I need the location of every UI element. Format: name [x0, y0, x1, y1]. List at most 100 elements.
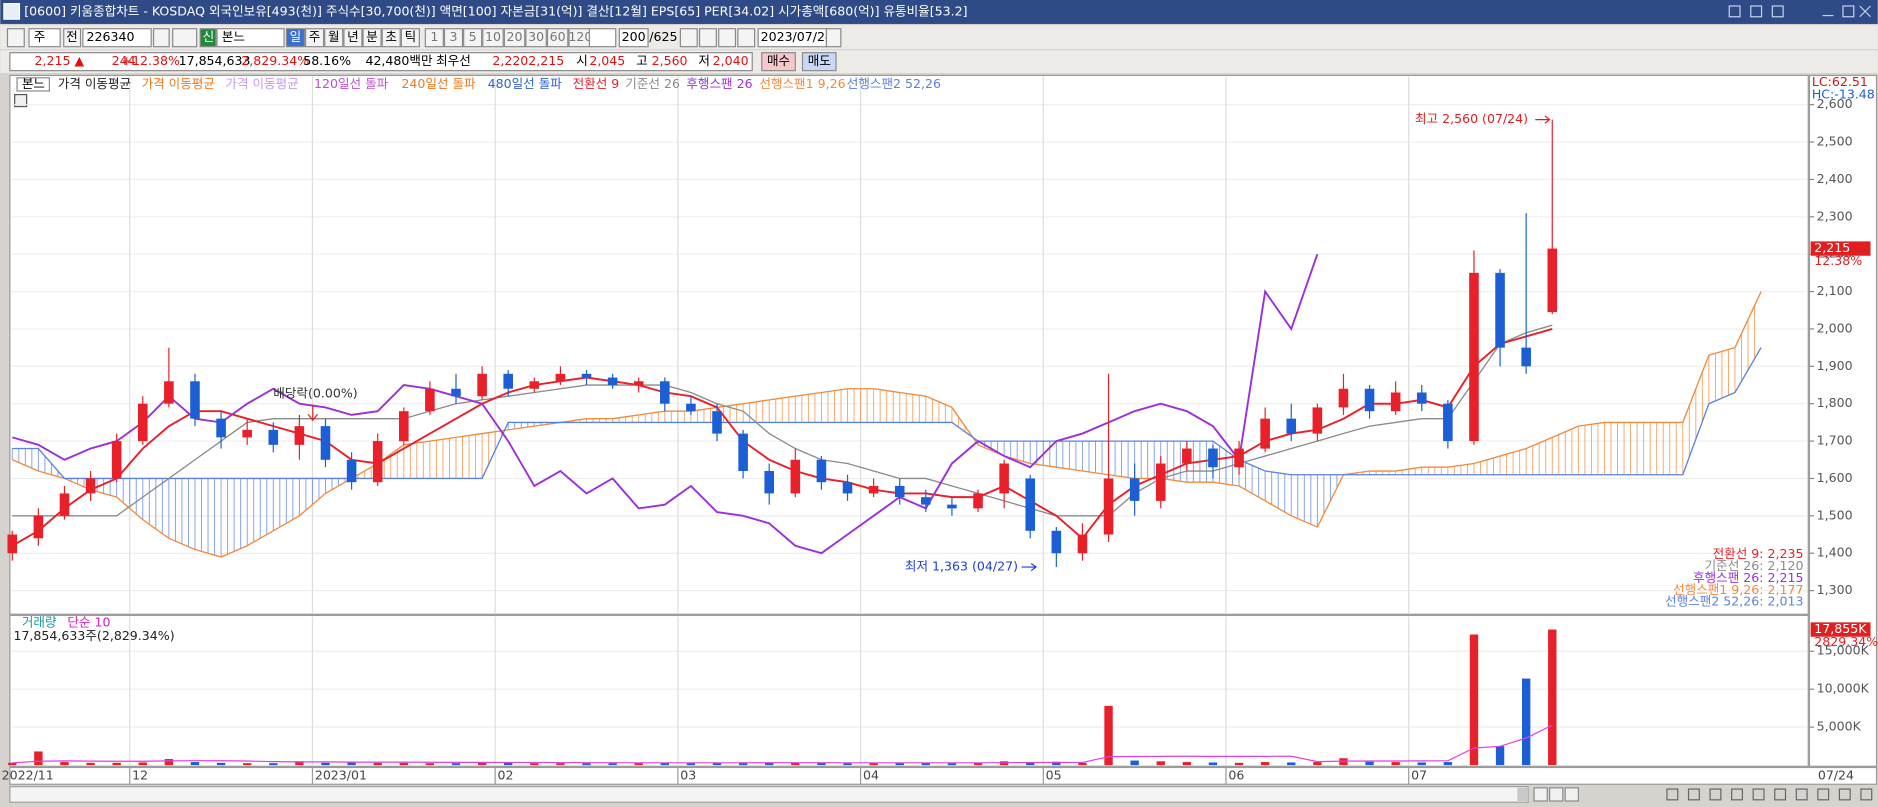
volume-bar — [1208, 762, 1218, 766]
candle-body — [1129, 478, 1140, 501]
zoom-tool[interactable] — [1795, 788, 1808, 801]
legend-item: 가격 이동평균 — [58, 76, 131, 91]
maximize[interactable] — [1842, 5, 1855, 18]
zoom-tool[interactable] — [1709, 788, 1722, 801]
y-tick-label: 1,600 — [1817, 470, 1853, 485]
candle-body — [816, 459, 827, 483]
sound-button[interactable] — [172, 28, 198, 48]
zoom-tool[interactable] — [1731, 788, 1744, 801]
y-tick-label: 2,100 — [1817, 283, 1853, 298]
zoom-tool[interactable] — [1838, 788, 1851, 801]
candle-body — [790, 459, 801, 494]
volume-bar — [269, 763, 278, 766]
interval-button[interactable] — [381, 28, 401, 48]
candle-body — [712, 411, 722, 434]
candle-body — [1208, 448, 1218, 468]
prev-button[interactable] — [63, 28, 82, 48]
minute: 10 — [485, 29, 501, 44]
last-value-label: 선행스팬1 9,26: 2,177 — [1673, 582, 1803, 597]
volume-bar — [138, 762, 147, 766]
zoom-tool[interactable] — [1687, 788, 1700, 801]
nav-button[interactable] — [1533, 787, 1548, 802]
sell-button[interactable] — [801, 52, 837, 72]
search-button[interactable] — [152, 28, 170, 48]
close[interactable] — [1859, 5, 1871, 18]
scrollbar[interactable] — [9, 786, 1529, 803]
legend-item: 가격 이동평균 — [225, 76, 298, 91]
code-input[interactable] — [82, 28, 152, 48]
unit-select[interactable] — [588, 28, 617, 48]
volume-bar — [1365, 761, 1374, 766]
minute-button[interactable] — [424, 28, 444, 48]
volume-bar — [321, 762, 330, 766]
scroll-thumb[interactable] — [1517, 787, 1529, 802]
volume-bar — [8, 762, 17, 766]
tool-button[interactable] — [698, 28, 717, 48]
control[interactable] — [1750, 5, 1763, 18]
current-volume-box — [1810, 622, 1871, 637]
interval-button[interactable] — [343, 28, 363, 48]
minute-button[interactable] — [482, 28, 504, 48]
high-arrow — [1535, 115, 1551, 124]
zoom-tool[interactable] — [1817, 788, 1830, 801]
candle-body — [190, 381, 200, 419]
calendar-button[interactable] — [825, 28, 842, 48]
zoom-tool[interactable] — [1774, 788, 1787, 801]
volume-bar — [921, 762, 931, 766]
zoom-tool[interactable] — [1666, 788, 1679, 801]
buy-button[interactable] — [761, 52, 796, 72]
y-tick-label: 1,800 — [1817, 395, 1853, 410]
volume-bar — [112, 762, 121, 766]
volume-bar — [686, 763, 696, 766]
tool-button[interactable] — [718, 28, 737, 48]
volume-panel — [9, 614, 1809, 767]
volume-bar — [1417, 762, 1426, 766]
indicator-line — [12, 324, 1553, 517]
minute-button[interactable] — [503, 28, 526, 48]
volume-bar — [399, 762, 408, 766]
title-bar — [0, 0, 1878, 24]
zoom-tool[interactable] — [1752, 788, 1765, 801]
volume-bar — [869, 763, 878, 766]
volume-bar — [1234, 762, 1244, 766]
info-value: 저 — [698, 53, 710, 68]
nav-button[interactable] — [1564, 787, 1579, 802]
volume-bar — [1521, 678, 1531, 766]
volume-bar — [190, 762, 200, 766]
tool-button[interactable] — [679, 28, 698, 48]
stock-name: 본느 — [222, 29, 245, 44]
control[interactable] — [1771, 5, 1784, 18]
low-arrow — [1021, 562, 1037, 572]
count-input[interactable] — [618, 28, 649, 48]
table-icon[interactable] — [14, 93, 28, 108]
x-axis-area — [9, 766, 1878, 785]
tool-button[interactable] — [737, 28, 756, 48]
y-tick-label: 1,900 — [1817, 358, 1853, 373]
period-select[interactable] — [28, 28, 61, 48]
interval-button[interactable] — [305, 28, 325, 48]
y-tick-label: 2,300 — [1817, 208, 1853, 223]
volume-bar — [973, 762, 983, 766]
current-volume: 17,855K — [1814, 621, 1867, 636]
interval-button[interactable] — [362, 28, 382, 48]
minute-button[interactable] — [525, 28, 547, 48]
x-tick-label: 05 — [1046, 767, 1062, 782]
nav-button[interactable] — [1549, 787, 1564, 802]
candle-body — [1182, 448, 1192, 464]
interval-button[interactable] — [324, 28, 344, 48]
control[interactable] — [1728, 5, 1741, 18]
name-box[interactable] — [216, 28, 285, 48]
minute-button[interactable] — [463, 28, 483, 48]
zoom-tool[interactable] — [1860, 788, 1873, 801]
interval-button[interactable] — [400, 28, 420, 48]
interval-button[interactable] — [285, 28, 306, 48]
candle-body — [1547, 248, 1558, 313]
minute-button[interactable] — [443, 28, 464, 48]
info-value: 42,480백만 — [365, 53, 433, 68]
minute-button[interactable] — [546, 28, 569, 48]
tool-icon[interactable] — [6, 28, 25, 48]
candle-body — [1025, 478, 1036, 531]
interval: 분 — [366, 29, 378, 44]
volume-bar — [1026, 762, 1035, 766]
